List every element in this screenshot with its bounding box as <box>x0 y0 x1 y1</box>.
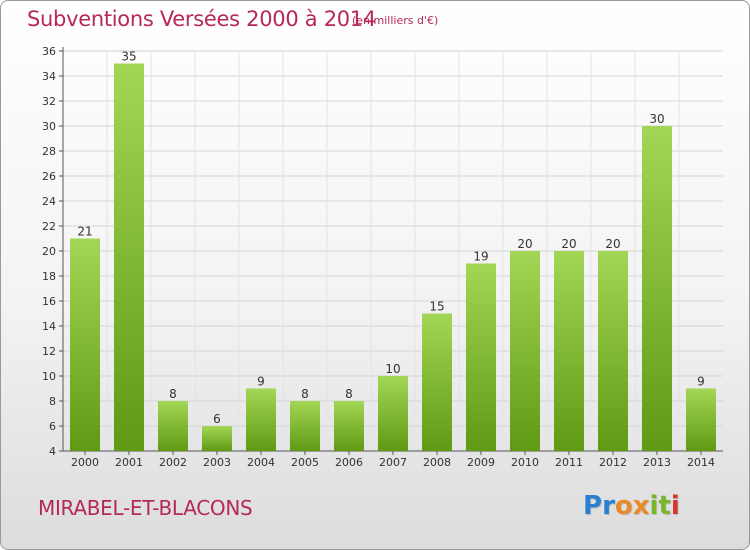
y-tick-label: 34 <box>42 70 56 83</box>
y-tick-label: 16 <box>42 295 56 308</box>
bar-2012 <box>598 251 628 451</box>
logo-letter: i <box>649 491 659 521</box>
y-tick-label: 6 <box>49 420 56 433</box>
bars <box>70 63 716 451</box>
bar-2013 <box>642 126 672 451</box>
bar-2005 <box>290 401 320 451</box>
y-tick-label: 24 <box>42 195 56 208</box>
commune-name: MIRABEL-ET-BLACONS <box>38 496 253 520</box>
x-tick-label: 2011 <box>555 456 583 469</box>
x-tick-label: 2004 <box>247 456 275 469</box>
x-tick-label: 2014 <box>687 456 715 469</box>
y-tick-label: 8 <box>49 395 56 408</box>
value-label: 9 <box>257 375 265 389</box>
x-tick-label: 2005 <box>291 456 319 469</box>
x-tick-label: 2003 <box>203 456 231 469</box>
value-labels: 21 35 8 6 9 8 8 10 15 19 20 20 20 30 9 <box>77 50 704 427</box>
y-tick-label: 26 <box>42 170 56 183</box>
value-label: 6 <box>213 412 221 426</box>
bar-2008 <box>422 313 452 451</box>
y-tick-label: 36 <box>42 45 56 58</box>
y-tick-label: 14 <box>42 320 56 333</box>
value-label: 35 <box>121 50 136 64</box>
bar-2000 <box>70 238 100 451</box>
y-tick-label: 10 <box>42 370 56 383</box>
value-label: 21 <box>77 225 92 239</box>
y-tick-labels: 4 6 8 10 12 14 16 18 20 22 24 26 28 30 32 34 36 <box>42 45 56 458</box>
logo-letter: t <box>658 491 671 521</box>
value-label: 19 <box>473 250 488 264</box>
bar-2001 <box>114 63 144 451</box>
x-tick-label: 2006 <box>335 456 363 469</box>
chart-title: Subventions Versées 2000 à 2014 <box>27 7 376 31</box>
value-label: 10 <box>385 362 400 376</box>
value-label: 8 <box>345 387 353 401</box>
x-tick-label: 2012 <box>599 456 627 469</box>
y-tick-label: 32 <box>42 95 56 108</box>
x-tick-label: 2007 <box>379 456 407 469</box>
x-tick-label: 2013 <box>643 456 671 469</box>
value-label: 8 <box>169 387 177 401</box>
value-label: 8 <box>301 387 309 401</box>
bar-2003 <box>202 426 232 451</box>
y-tick-label: 4 <box>49 445 56 458</box>
y-tick-label: 20 <box>42 245 56 258</box>
x-tick-label: 2009 <box>467 456 495 469</box>
bar-2009 <box>466 263 496 451</box>
value-label: 9 <box>697 375 705 389</box>
bar-2004 <box>246 388 276 451</box>
logo-letter: i <box>670 491 680 521</box>
proxiti-logo[interactable]: Proxiti <box>583 491 680 521</box>
value-label: 20 <box>561 237 576 251</box>
x-tick-label: 2001 <box>115 456 143 469</box>
y-tick-label: 12 <box>42 345 56 358</box>
y-tick-label: 22 <box>42 220 56 233</box>
logo-letter: o <box>614 491 633 521</box>
bar-2007 <box>378 376 408 451</box>
value-label: 20 <box>517 237 532 251</box>
value-label: 15 <box>429 300 444 314</box>
x-tick-labels: 2000 2001 2002 2003 2004 2005 2006 2007 2008 2009… <box>71 456 715 469</box>
bar-2006 <box>334 401 364 451</box>
bar-2002 <box>158 401 188 451</box>
y-tick-label: 28 <box>42 145 56 158</box>
value-label: 20 <box>605 237 620 251</box>
x-tick-label: 2008 <box>423 456 451 469</box>
bar-2010 <box>510 251 540 451</box>
logo-letter: P <box>583 491 603 521</box>
bar-2014 <box>686 388 716 451</box>
logo-letter: x <box>632 491 650 521</box>
bar-2011 <box>554 251 584 451</box>
y-tick-label: 18 <box>42 270 56 283</box>
chart-subtitle: (en milliers d'€) <box>352 14 439 27</box>
x-tick-label: 2000 <box>71 456 99 469</box>
x-tick-label: 2010 <box>511 456 539 469</box>
y-tick-label: 30 <box>42 120 56 133</box>
logo-letter: r <box>602 491 615 521</box>
x-tick-label: 2002 <box>159 456 187 469</box>
value-label: 30 <box>649 112 664 126</box>
